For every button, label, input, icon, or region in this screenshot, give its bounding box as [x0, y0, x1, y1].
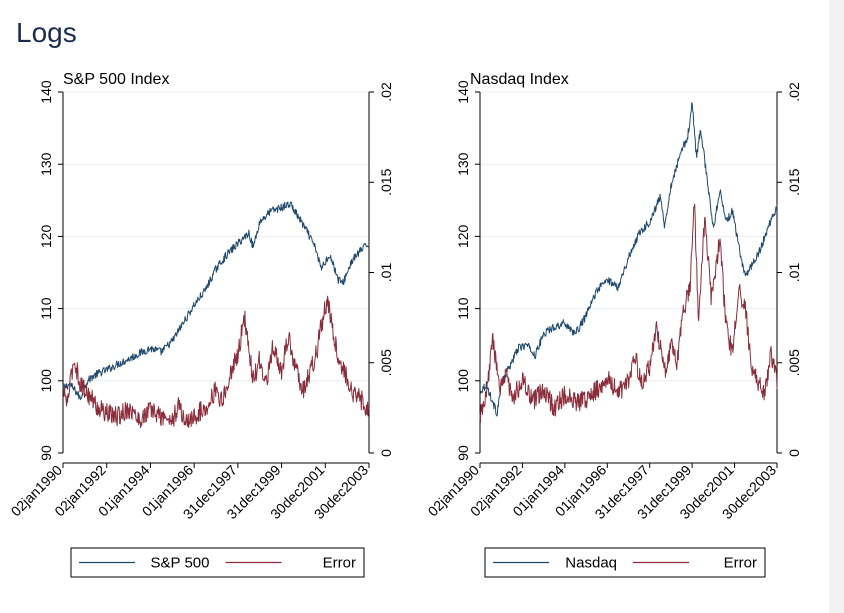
right-tick-label: .01 [786, 263, 802, 283]
left-tick-label: 120 [455, 225, 471, 249]
left-tick-label: 90 [38, 445, 54, 461]
left-tick-label: 140 [38, 80, 54, 104]
left-tick-label: 110 [455, 297, 471, 320]
left-tick-label: 90 [455, 445, 471, 461]
right-tick-label: .015 [378, 168, 394, 195]
left-tick-label: 100 [38, 369, 54, 393]
series-line-index [62, 201, 370, 401]
right-tick-label: .02 [786, 82, 802, 102]
left-tick-label: 130 [455, 152, 471, 176]
left-tick-label: 110 [38, 297, 54, 320]
series-line-error [62, 295, 370, 429]
right-tick-label: .005 [786, 349, 802, 376]
right-tick-label: .005 [378, 349, 394, 376]
left-tick-label: 130 [38, 152, 54, 176]
legend: S&P 500 Error [70, 547, 365, 578]
legend-label: Error [724, 555, 757, 572]
right-tick-label: 0 [378, 449, 394, 457]
left-tick-label: 120 [38, 225, 54, 249]
right-tick-label: .01 [378, 263, 394, 283]
right-tick-label: .02 [378, 82, 394, 102]
legend: Nasdaq Error [484, 547, 766, 578]
page-title: Logs [16, 17, 77, 48]
right-edge-strip [829, 0, 844, 613]
chart-title: Nasdaq Index [470, 71, 569, 88]
series-line-error [479, 203, 778, 423]
series-line-index [479, 102, 778, 417]
left-tick-label: 140 [455, 80, 471, 104]
right-tick-label: .015 [786, 168, 802, 195]
right-tick-label: 0 [786, 449, 802, 457]
chart-title: S&P 500 Index [63, 71, 169, 88]
left-tick-label: 100 [455, 369, 471, 393]
legend-label: Error [323, 555, 356, 572]
legend-label: Nasdaq [565, 555, 617, 572]
legend-label: S&P 500 [151, 555, 210, 572]
